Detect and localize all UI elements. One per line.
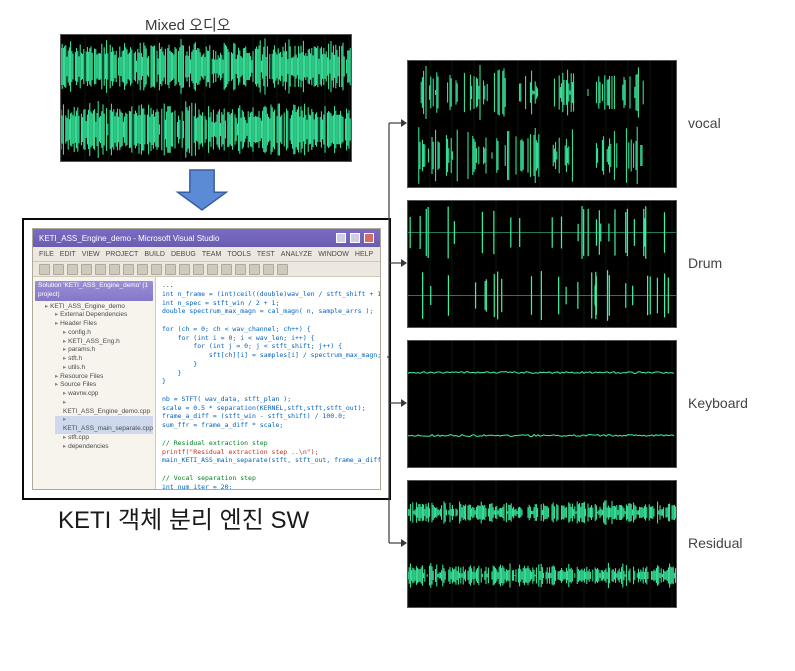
menu-tools: TOOLS (227, 251, 251, 258)
down-arrow-icon (175, 168, 229, 212)
tree-item: wavrw.cpp (55, 390, 153, 399)
drum-label: Drum (688, 255, 722, 271)
menu-team: TEAM (202, 251, 221, 258)
menu-project: PROJECT (106, 251, 139, 258)
toolbar-button (263, 264, 274, 275)
toolbar-button (81, 264, 92, 275)
toolbar-button (207, 264, 218, 275)
tree-item: config.h (55, 329, 153, 338)
toolbar-button (277, 264, 288, 275)
toolbar-button (95, 264, 106, 275)
diagram-canvas: { "labels": { "mixed_audio": "Mixed 오디오"… (0, 0, 795, 671)
drum-waveform (407, 200, 677, 328)
menu-analyze: ANALYZE (281, 251, 312, 258)
residual-waveform (407, 480, 677, 608)
tree-item: KETI_ASS_Engine_demo.cpp (55, 399, 153, 417)
toolbar-button (151, 264, 162, 275)
tree-item: stft.h (55, 355, 153, 364)
toolbar-button (179, 264, 190, 275)
tree-item: dependencies (55, 443, 153, 452)
maximize-icon (350, 233, 360, 243)
toolbar-button (53, 264, 64, 275)
vocal-label: vocal (688, 115, 721, 131)
menu-view: VIEW (82, 251, 100, 258)
keyboard-waveform (407, 340, 677, 468)
tree-item: KETI_ASS_main_separate.cpp (55, 416, 153, 434)
vocal-waveform (407, 60, 677, 188)
toolbar-button (109, 264, 120, 275)
toolbar-button (137, 264, 148, 275)
window-controls (336, 233, 374, 243)
toolbar-button (193, 264, 204, 275)
tree-item: Header Files (55, 320, 153, 329)
tree-item: KETI_ASS_Eng.h (55, 338, 153, 347)
ide-title: KETI_ASS_Engine_demo - Microsoft Visual … (39, 234, 219, 243)
menu-debug: DEBUG (171, 251, 196, 258)
mixed-audio-label: Mixed 오디오 (145, 14, 231, 35)
menu-build: BUILD (144, 251, 165, 258)
keyboard-label: Keyboard (688, 395, 748, 411)
toolbar-button (67, 264, 78, 275)
toolbar-button (165, 264, 176, 275)
tree-item: params.h (55, 346, 153, 355)
ide-window: KETI_ASS_Engine_demo - Microsoft Visual … (32, 228, 381, 490)
close-icon (364, 233, 374, 243)
ide-menubar: FILE EDIT VIEW PROJECT BUILD DEBUG TEAM TOOLS TE… (33, 247, 380, 262)
toolbar-button (249, 264, 260, 275)
menu-edit: EDIT (60, 251, 76, 258)
toolbar-button (123, 264, 134, 275)
solution-root: Solution 'KETI_ASS_Engine_demo' (1 proje… (35, 281, 153, 301)
solution-explorer: Solution 'KETI_ASS_Engine_demo' (1 proje… (33, 277, 156, 490)
menu-file: FILE (39, 251, 54, 258)
engine-caption: KETI 객체 분리 엔진 SW (58, 500, 309, 535)
tree-item: Source Files (55, 381, 153, 390)
mixed-audio-waveform (60, 34, 352, 162)
minimize-icon (336, 233, 346, 243)
project-node: KETI_ASS_Engine_demo (45, 303, 153, 312)
menu-help: HELP (355, 251, 373, 258)
tree-item: utils.h (55, 364, 153, 373)
ide-toolbar (33, 262, 380, 277)
ide-screenshot-frame: KETI_ASS_Engine_demo - Microsoft Visual … (22, 218, 391, 500)
residual-label: Residual (688, 535, 742, 551)
tree-item: Resource Files (55, 373, 153, 382)
tree-item: External Dependencies (55, 311, 153, 320)
toolbar-button (221, 264, 232, 275)
tree-item: stft.cpp (55, 434, 153, 443)
menu-window: WINDOW (318, 251, 349, 258)
code-editor: ... int n_frame = (int)ceil((double)wav_… (156, 277, 380, 490)
toolbar-button (235, 264, 246, 275)
menu-test: TEST (257, 251, 275, 258)
toolbar-button (39, 264, 50, 275)
ide-titlebar: KETI_ASS_Engine_demo - Microsoft Visual … (33, 229, 380, 247)
